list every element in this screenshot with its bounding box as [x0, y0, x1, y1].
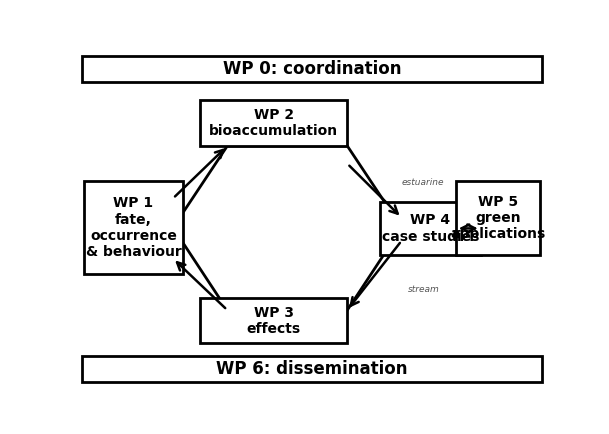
Text: WP 5
green
applications: WP 5 green applications — [450, 195, 545, 241]
Text: WP 1
fate,
occurrence
& behaviour: WP 1 fate, occurrence & behaviour — [86, 196, 181, 259]
FancyBboxPatch shape — [456, 181, 540, 255]
FancyBboxPatch shape — [82, 56, 542, 82]
Text: WP 6: dissemination: WP 6: dissemination — [216, 360, 408, 378]
FancyBboxPatch shape — [200, 299, 347, 343]
Text: WP 2
bioaccumulation: WP 2 bioaccumulation — [209, 108, 339, 138]
Text: WP 3
effects: WP 3 effects — [247, 306, 301, 336]
FancyBboxPatch shape — [82, 356, 542, 382]
Text: stream: stream — [407, 285, 439, 294]
Text: WP 4
case studies: WP 4 case studies — [382, 213, 479, 243]
FancyBboxPatch shape — [380, 202, 481, 255]
FancyBboxPatch shape — [200, 100, 347, 146]
FancyBboxPatch shape — [84, 181, 183, 274]
Text: WP 0: coordination: WP 0: coordination — [223, 60, 401, 78]
Text: estuarine: estuarine — [402, 178, 445, 187]
